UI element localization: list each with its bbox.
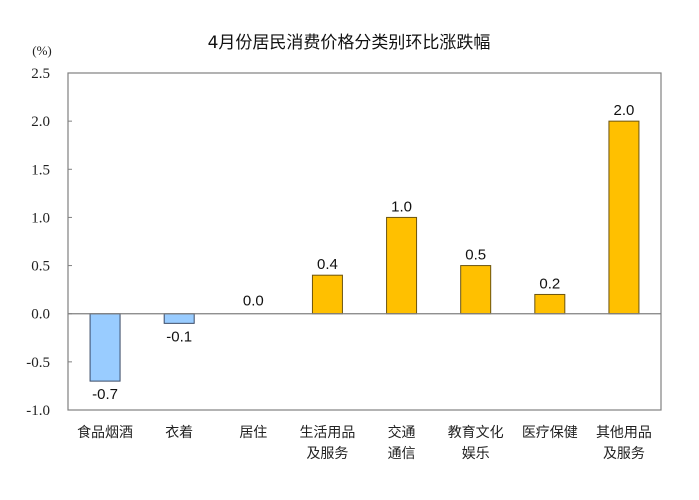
- y-tick-label: 2.5: [31, 66, 50, 82]
- data-label: 2.0: [614, 102, 635, 119]
- y-tick-label: 0.5: [31, 259, 50, 275]
- x-tick-label: 其他用品: [596, 425, 652, 441]
- x-tick-label: 生活用品: [299, 425, 355, 441]
- data-label: 0.5: [465, 247, 486, 264]
- bar: [89, 313, 121, 382]
- bar: [386, 216, 418, 315]
- data-label: 1.0: [391, 198, 412, 215]
- data-label: -0.7: [92, 386, 118, 403]
- y-tick-label: 1.5: [31, 162, 50, 178]
- bar: [460, 265, 492, 315]
- x-tick-label: 居住: [239, 425, 267, 441]
- x-tick-label: 及服务: [306, 446, 348, 462]
- y-tick-label: -0.5: [26, 355, 50, 371]
- data-label: 0.4: [317, 256, 338, 273]
- x-tick-label: 医疗保健: [522, 425, 578, 441]
- x-tick-label: 教育文化: [448, 425, 504, 441]
- y-axis-unit: (%): [32, 43, 52, 58]
- data-label: 0.0: [243, 293, 264, 310]
- y-tick-label: -1.0: [26, 403, 50, 419]
- x-tick-label: 及服务: [603, 446, 645, 462]
- x-tick-label: 食品烟酒: [77, 424, 133, 441]
- x-tick-label: 交通: [388, 424, 416, 441]
- bar: [311, 274, 343, 315]
- chart-title: 4月份居民消费价格分类别环比涨跌幅: [208, 33, 491, 53]
- bar: [608, 120, 640, 315]
- x-tick-label: 通信: [388, 446, 416, 462]
- data-label: 0.2: [539, 275, 560, 292]
- bar: [163, 313, 195, 324]
- y-tick-label: 0.0: [31, 307, 50, 323]
- y-tick-label: 2.0: [31, 114, 50, 130]
- plot-area-frame: [67, 72, 662, 411]
- x-tick-label: 衣着: [165, 425, 193, 441]
- bar: [534, 293, 566, 315]
- y-tick-label: 1.0: [31, 210, 50, 226]
- x-tick-label: 娱乐: [462, 446, 490, 462]
- data-label: -0.1: [166, 328, 192, 345]
